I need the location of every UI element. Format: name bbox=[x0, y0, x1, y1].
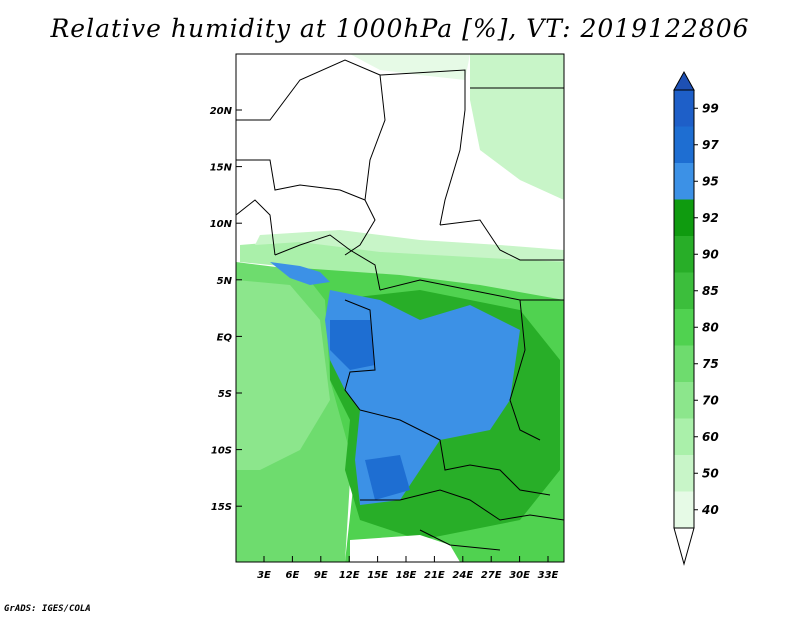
humidity-region-95-coast bbox=[270, 262, 330, 285]
humidity-field bbox=[236, 54, 564, 562]
colorbar-segment bbox=[674, 163, 694, 200]
colorbar-segment bbox=[674, 382, 694, 419]
humidity-region-40-nne bbox=[350, 54, 470, 80]
lon-tick-label: 30E bbox=[509, 570, 530, 581]
lon-tick-label: 33E bbox=[538, 570, 559, 581]
colorbar-bottom-arrow bbox=[673, 527, 695, 566]
colorbar-segment bbox=[674, 199, 694, 236]
colorbar-segment bbox=[674, 272, 694, 309]
longitude-axis: 3E 6E 9E 12E 15E 18E 21E 24E 27E 30E 33E bbox=[257, 556, 559, 581]
humidity-region-50-north bbox=[255, 230, 564, 262]
lat-tick-label: 15S bbox=[211, 502, 232, 513]
lon-tick-label: 27E bbox=[481, 570, 502, 581]
grads-credit: GrADS: IGES/COLA bbox=[4, 604, 91, 614]
lon-tick-label: 6E bbox=[286, 570, 300, 581]
lat-tick-label: EQ bbox=[217, 332, 233, 343]
colorbar-level-label: 92 bbox=[702, 211, 719, 225]
colorbar-level-label: 85 bbox=[702, 284, 719, 298]
map-panel bbox=[235, 53, 565, 563]
lon-tick-label: 15E bbox=[367, 570, 388, 581]
humidity-region-40-south bbox=[350, 535, 460, 562]
country-borders bbox=[236, 59, 564, 551]
colorbar-segment bbox=[674, 90, 694, 127]
colorbar-level-label: 75 bbox=[702, 357, 719, 371]
lon-tick-label: 21E bbox=[424, 570, 445, 581]
lon-tick-label: 9E bbox=[314, 570, 328, 581]
colorbar-level-label: 99 bbox=[702, 101, 719, 115]
lat-tick-label: 20N bbox=[210, 106, 233, 117]
colorbar: 99 97 95 92 90 85 80 75 70 60 50 40 bbox=[673, 70, 719, 566]
colorbar-segment bbox=[674, 126, 694, 163]
colorbar-level-label: 95 bbox=[702, 174, 719, 188]
colorbar-level-label: 60 bbox=[702, 430, 719, 444]
lon-tick-label: 3E bbox=[257, 570, 271, 581]
chart-title: Relative humidity at 1000hPa [%], VT: 20… bbox=[50, 14, 750, 43]
colorbar-segment bbox=[674, 309, 694, 346]
colorbar-level-label: 80 bbox=[702, 320, 719, 334]
colorbar-segment bbox=[674, 455, 694, 492]
lat-tick-label: 15N bbox=[210, 163, 233, 174]
colorbar-segment bbox=[674, 345, 694, 382]
lat-tick-label: 5S bbox=[218, 389, 232, 400]
latitude-axis: 20N 15N 10N 5N EQ 5S 10S 15S bbox=[210, 106, 242, 513]
colorbar-level-label: 97 bbox=[702, 138, 719, 152]
colorbar-segment bbox=[674, 491, 694, 528]
humidity-region-97-south bbox=[365, 455, 410, 500]
humidity-region-95 bbox=[325, 290, 520, 505]
lat-tick-label: 10S bbox=[211, 446, 232, 457]
map-frame bbox=[235, 53, 565, 563]
humidity-region-97 bbox=[330, 320, 375, 370]
lon-tick-label: 18E bbox=[396, 570, 417, 581]
colorbar-level-label: 90 bbox=[702, 247, 719, 261]
lat-tick-label: 5N bbox=[217, 276, 233, 287]
lon-tick-label: 12E bbox=[339, 570, 360, 581]
colorbar-level-label: 70 bbox=[702, 393, 719, 407]
humidity-region-60-north bbox=[240, 240, 564, 300]
lat-tick-label: 10N bbox=[210, 219, 233, 230]
lon-tick-label: 24E bbox=[452, 570, 473, 581]
humidity-region-50-ne bbox=[470, 54, 564, 200]
colorbar-frame bbox=[673, 89, 695, 529]
colorbar-level-label: 40 bbox=[701, 503, 719, 517]
colorbar-top-arrow bbox=[673, 70, 695, 91]
colorbar-segment bbox=[674, 236, 694, 273]
colorbar-segment bbox=[674, 418, 694, 455]
humidity-region-70 bbox=[236, 280, 330, 470]
colorbar-level-label: 50 bbox=[702, 466, 719, 480]
